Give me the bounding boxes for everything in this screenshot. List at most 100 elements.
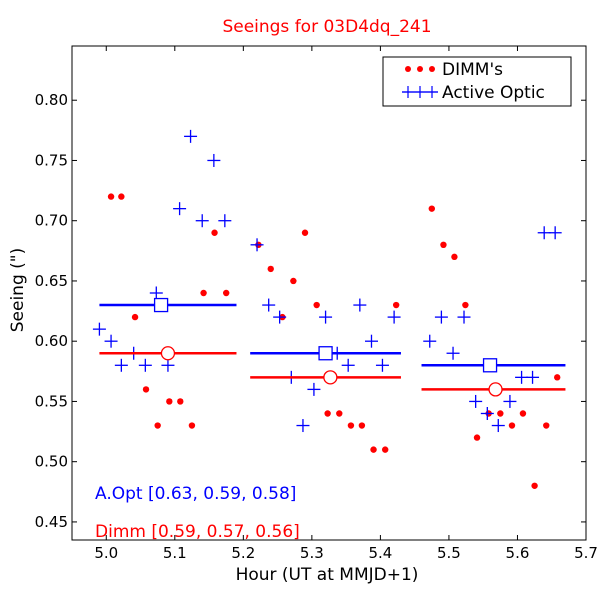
dimm-mean-marker: [323, 370, 338, 385]
legend-entry-active-optic: [402, 86, 438, 98]
annotation-aopt-means: A.Opt [0.63, 0.59, 0.58]: [95, 484, 296, 504]
dimm-point: [211, 229, 218, 236]
legend-box: [382, 56, 572, 107]
active-optic-point: [537, 226, 551, 240]
legend-dimm-label: DIMM's: [442, 60, 503, 80]
x-tick-label: 5.4: [368, 544, 392, 562]
dimm-mean-marker: [488, 382, 503, 397]
axes: 5.0 5.1 5.2 5.3 5.4 5.5 5.6 5.7 0.45 0.50 0.55 0.60…: [35, 45, 598, 562]
x-axis-label: Hour (UT at MMJD+1): [236, 565, 419, 585]
dimm-point: [200, 289, 207, 297]
x-tick-label: 5.6: [506, 544, 530, 562]
x-tick-label: 5.1: [163, 544, 187, 562]
active-optic-point: [114, 358, 128, 372]
dimm-point: [440, 241, 447, 249]
dimm-point: [267, 265, 274, 273]
dimm-point: [519, 410, 527, 417]
y-tick-label: 0.50: [35, 453, 68, 471]
active-optic-point: [262, 298, 276, 312]
x-tick-label: 5.3: [300, 544, 324, 562]
aopt-mean-marker: [153, 297, 169, 313]
y-tick-label: 0.75: [35, 151, 68, 169]
y-tick-label: 0.65: [35, 272, 68, 290]
active-optic-point: [138, 358, 152, 372]
dimm-point: [451, 253, 458, 261]
series-dimm: [107, 193, 561, 489]
y-tick-label: 0.80: [35, 91, 68, 109]
active-optic-point: [296, 419, 310, 433]
y-tick-label: 0.45: [35, 513, 68, 531]
dimm-point: [428, 205, 435, 212]
x-tick-label: 5.2: [231, 544, 255, 562]
active-optic-point: [434, 310, 448, 324]
x-tick-label: 5.0: [94, 544, 118, 562]
dimm-point: [166, 398, 173, 405]
active-optic-point: [515, 370, 529, 384]
dimm-point: [462, 301, 469, 309]
legend-dimm-marker: [429, 66, 435, 72]
aopt-mean-marker: [482, 358, 498, 373]
active-optic-point: [364, 334, 378, 348]
dimm-point: [473, 434, 481, 441]
active-optic-point: [173, 202, 187, 216]
active-optic-point: [341, 358, 355, 372]
active-optic-point: [548, 226, 562, 240]
dimm-point: [358, 422, 366, 429]
legend-aopt-label: Active Optic: [442, 83, 545, 103]
series-active-optic: [92, 129, 562, 433]
legend: DIMM's Active Optic: [382, 56, 572, 107]
active-optic-point: [375, 358, 389, 372]
y-axis-label: Seeing ("): [8, 248, 28, 333]
legend-dimm-marker: [405, 66, 411, 72]
dimm-point: [392, 301, 400, 309]
y-tick-label: 0.60: [35, 332, 68, 350]
active-optic-point: [92, 322, 106, 336]
dimm-point: [142, 386, 150, 393]
dimm-point: [223, 289, 230, 297]
dimm-point: [508, 422, 516, 429]
active-optic-point: [503, 394, 517, 408]
dimm-point: [324, 410, 331, 417]
active-optic-point: [353, 298, 367, 312]
dimm-point: [313, 301, 320, 309]
legend-entry-dimm: DIMM's: [405, 60, 503, 80]
dimm-point: [347, 422, 355, 429]
active-optic-point: [319, 310, 333, 324]
dimm-point: [290, 277, 297, 285]
x-tick-label: 5.5: [437, 544, 461, 562]
active-optic-point: [273, 310, 287, 324]
legend-dimm-marker: [417, 66, 423, 72]
plot-frame: [71, 45, 587, 541]
dimm-point: [118, 193, 125, 200]
active-optic-point: [218, 214, 232, 228]
dimm-point: [381, 446, 389, 453]
active-optic-point: [161, 358, 175, 372]
dimm-point: [497, 410, 504, 417]
dimm-point: [154, 422, 161, 429]
dimm-point: [543, 422, 550, 429]
aopt-mean-marker: [318, 346, 333, 361]
active-optic-point: [250, 238, 264, 252]
active-optic-point: [184, 129, 198, 143]
annotation-dimm-means: Dimm [0.59, 0.57, 0.56]: [95, 522, 300, 542]
dimm-point: [370, 446, 377, 453]
active-optic-point: [469, 394, 483, 408]
dimm-point: [336, 410, 343, 417]
active-optic-point: [491, 419, 505, 433]
dimm-point: [301, 229, 309, 236]
plot-area: [92, 129, 566, 489]
active-optic-point: [446, 346, 460, 360]
active-optic-point: [207, 153, 221, 167]
dimm-point: [107, 193, 115, 200]
x-tick-label: 5.7: [574, 544, 598, 562]
active-optic-point: [307, 382, 321, 396]
active-optic-point: [457, 310, 471, 324]
dimm-point: [531, 482, 538, 489]
active-optic-point: [526, 370, 540, 384]
active-optic-point: [480, 406, 494, 420]
active-optic-point: [149, 286, 163, 300]
dimm-point: [188, 422, 196, 429]
dimm-mean-marker: [160, 346, 176, 361]
dimm-point: [177, 398, 184, 405]
